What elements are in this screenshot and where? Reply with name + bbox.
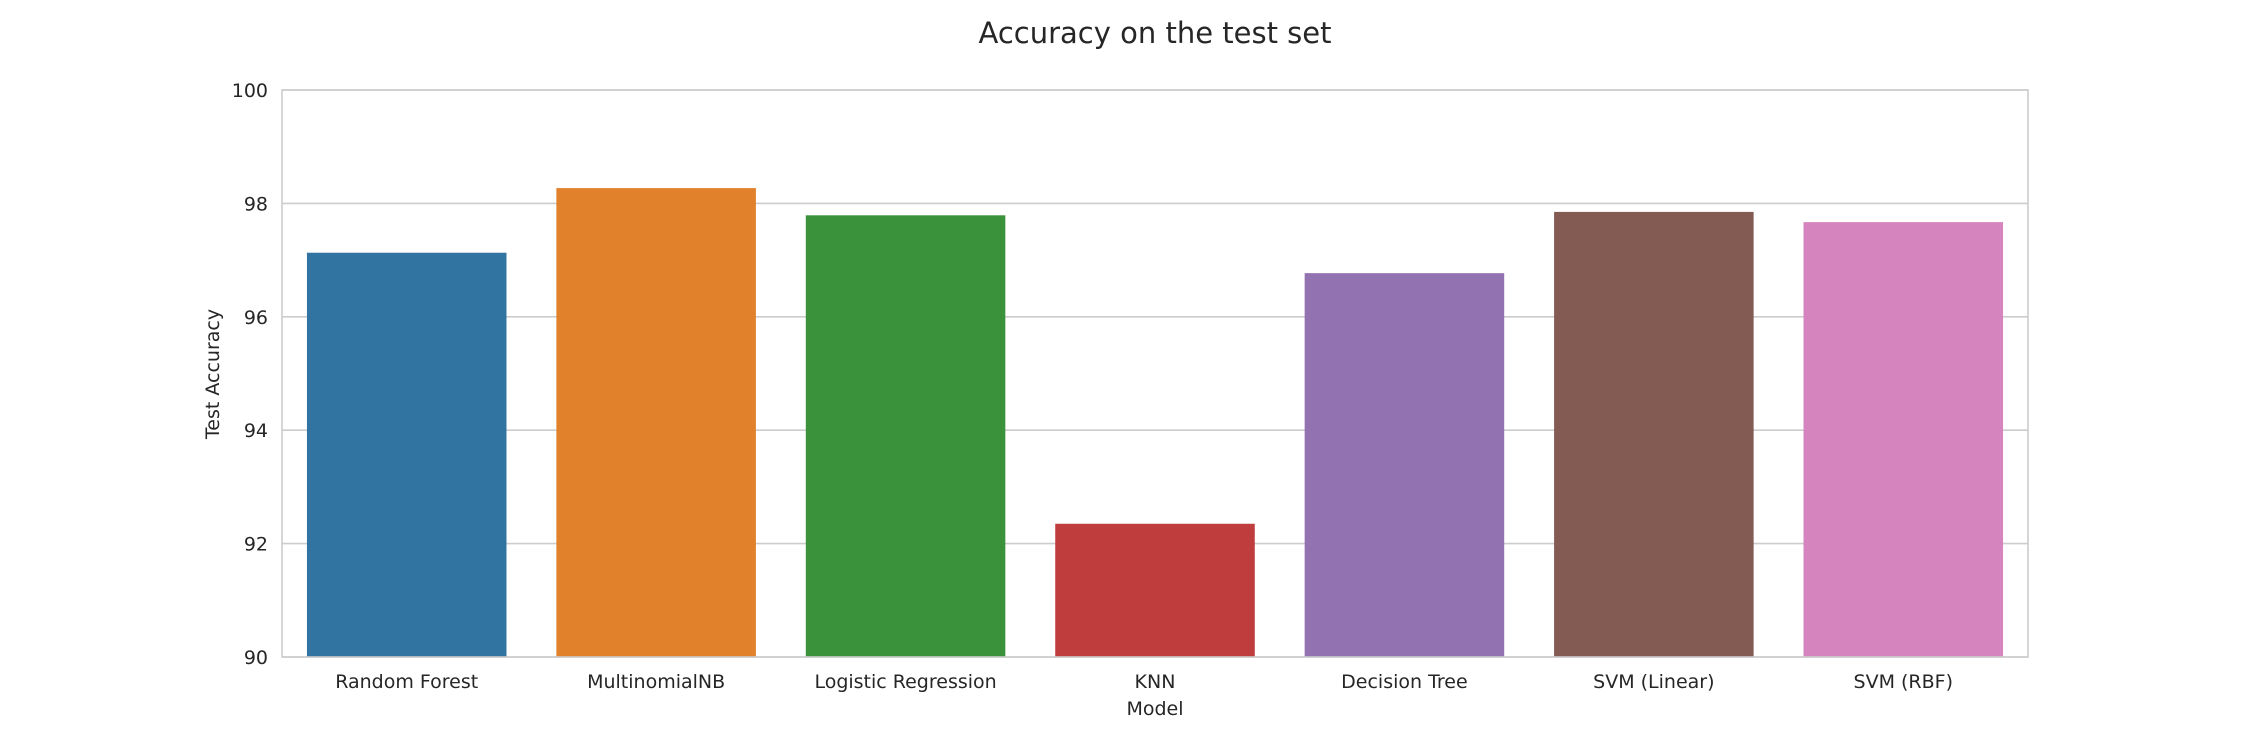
x-tick-label: SVM (Linear) bbox=[1593, 671, 1714, 693]
x-tick-label: KNN bbox=[1135, 671, 1176, 693]
y-axis-label: Test Accuracy bbox=[202, 309, 224, 440]
bar-decision-tree bbox=[1304, 273, 1505, 657]
chart-title: Accuracy on the test set bbox=[979, 16, 1332, 50]
bar-knn bbox=[1055, 523, 1255, 657]
y-tick-label: 100 bbox=[232, 80, 268, 102]
y-tick-label: 98 bbox=[244, 193, 268, 215]
bars bbox=[306, 188, 2004, 657]
plot-frame bbox=[281, 89, 2029, 658]
y-tick-labels: 90 92 94 96 98 100 bbox=[232, 80, 268, 669]
x-tick-label: Logistic Regression bbox=[814, 671, 996, 693]
x-tick-labels: Random Forest MultinomialNB Logistic Regre… bbox=[335, 671, 1953, 693]
x-tick-label: Random Forest bbox=[335, 671, 478, 693]
x-tick-label: Decision Tree bbox=[1341, 671, 1468, 693]
x-tick-label: MultinomialNB bbox=[587, 671, 725, 693]
bar-logistic-regression bbox=[805, 215, 1006, 657]
y-tick-label: 92 bbox=[244, 534, 268, 556]
x-tick-label: SVM (RBF) bbox=[1854, 671, 1953, 693]
y-tick-label: 90 bbox=[244, 647, 268, 669]
bar-multinomialnb bbox=[556, 188, 756, 657]
x-axis-label: Model bbox=[1126, 698, 1183, 720]
bar-random-forest bbox=[306, 252, 507, 657]
bar-svm-rbf bbox=[1803, 222, 2004, 657]
y-tick-label: 94 bbox=[244, 420, 268, 442]
bar-svm-linear bbox=[1554, 211, 1754, 657]
y-tick-label: 96 bbox=[244, 307, 268, 329]
